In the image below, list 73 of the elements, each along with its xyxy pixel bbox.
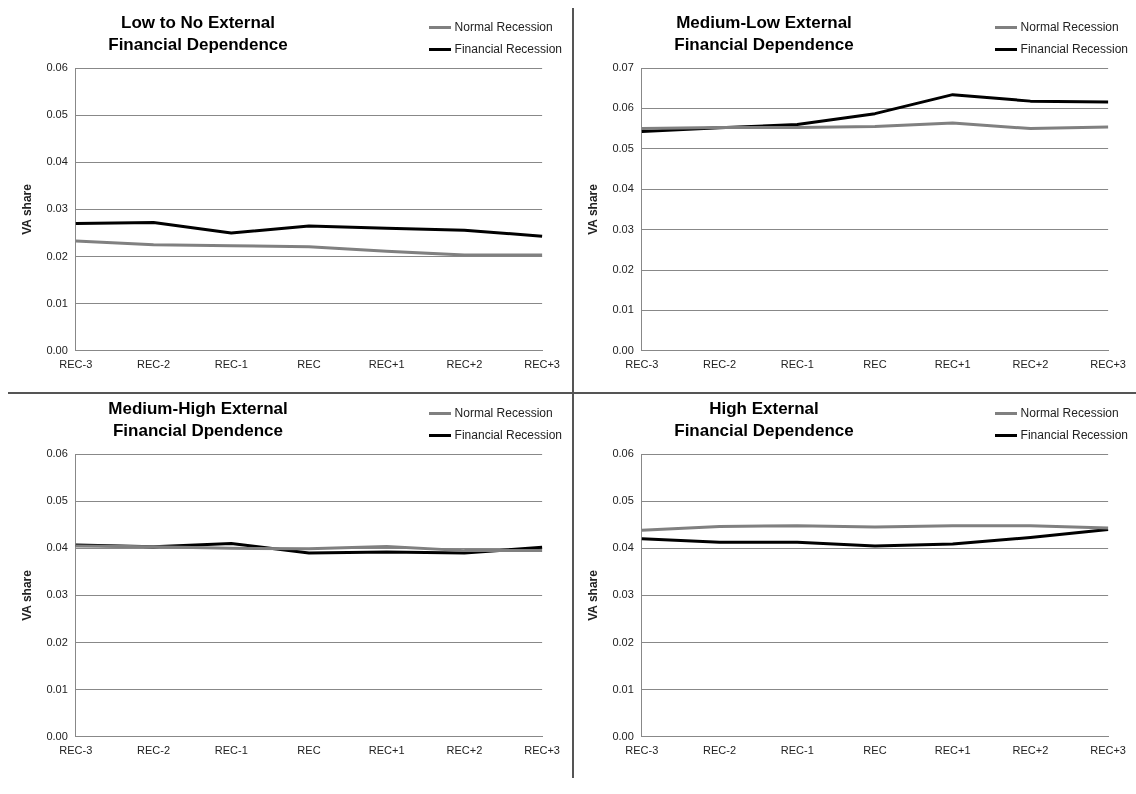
x-tick-label: REC+1 [368, 744, 405, 757]
legend-label: Normal Recession [454, 406, 553, 420]
x-tick-label: REC-2 [703, 744, 737, 757]
legend-label: Financial Recession [454, 42, 562, 56]
legend-label: Financial Recession [1020, 42, 1128, 56]
y-tick-label: 0.02 [46, 249, 68, 262]
y-tick-label: 0.05 [612, 494, 634, 507]
y-tick-label: 0.06 [46, 61, 68, 74]
y-tick-label: 0.05 [46, 108, 68, 121]
x-tick-label: REC+2 [1012, 358, 1049, 371]
y-tick-label: 0.06 [612, 101, 634, 114]
legend-label: Normal Recession [1020, 20, 1119, 34]
x-tick-label: REC [297, 744, 321, 757]
y-tick-label: 0.04 [46, 541, 68, 554]
x-tick-label: REC+3 [1090, 358, 1127, 371]
chart-title: High External Financial Dependence [673, 398, 855, 442]
y-tick-label: 0.00 [612, 729, 634, 742]
x-tick-label: REC-1 [780, 358, 814, 371]
chart-title: Medium-Low External Financial Dependence [673, 12, 855, 56]
x-tick-label: REC [297, 358, 321, 371]
y-tick-label: 0.02 [46, 635, 68, 648]
y-tick-label: 0.03 [46, 202, 68, 215]
x-tick-label: REC [863, 744, 887, 757]
y-tick-label: 0.06 [612, 447, 634, 460]
y-tick-label: 0.01 [612, 682, 634, 695]
x-tick-label: REC-1 [780, 744, 814, 757]
legend-label: Normal Recession [454, 20, 553, 34]
x-tick-label: REC+2 [1012, 744, 1049, 757]
y-tick-label: 0.05 [46, 494, 68, 507]
x-tick-label: REC-1 [214, 744, 248, 757]
chart-title: Medium-High External Financial Dpendence [107, 398, 289, 442]
legend-label: Normal Recession [1020, 406, 1119, 420]
x-tick-label: REC-3 [625, 358, 659, 371]
x-tick-label: REC+2 [446, 358, 483, 371]
x-tick-label: REC-3 [59, 744, 93, 757]
y-tick-label: 0.00 [612, 343, 634, 356]
y-tick-label: 0.07 [612, 61, 634, 74]
y-tick-label: 0.00 [46, 343, 68, 356]
x-tick-label: REC+1 [368, 358, 405, 371]
x-tick-label: REC+1 [934, 744, 971, 757]
x-tick-label: REC+3 [524, 744, 561, 757]
legend-label: Financial Recession [454, 428, 562, 442]
x-tick-label: REC [863, 358, 887, 371]
x-tick-label: REC+3 [524, 358, 561, 371]
y-tick-label: 0.02 [612, 635, 634, 648]
chart-title: Low to No External Financial Dependence [107, 12, 289, 56]
x-tick-label: REC-2 [137, 744, 171, 757]
y-tick-label: 0.02 [612, 263, 634, 276]
y-axis-title: VA share [19, 569, 34, 621]
x-tick-label: REC-1 [214, 358, 248, 371]
x-tick-label: REC-3 [625, 744, 659, 757]
y-axis-title: VA share [585, 183, 600, 235]
y-tick-label: 0.05 [612, 141, 634, 154]
y-axis-title: VA share [19, 183, 34, 235]
y-tick-label: 0.01 [46, 296, 68, 309]
y-tick-label: 0.03 [612, 222, 634, 235]
y-tick-label: 0.03 [46, 588, 68, 601]
y-tick-label: 0.04 [612, 541, 634, 554]
x-tick-label: REC+3 [1090, 744, 1127, 757]
y-tick-label: 0.03 [612, 588, 634, 601]
y-tick-label: 0.01 [46, 682, 68, 695]
y-axis-title: VA share [585, 569, 600, 621]
y-tick-label: 0.04 [612, 182, 634, 195]
y-tick-label: 0.04 [46, 155, 68, 168]
y-tick-label: 0.00 [46, 729, 68, 742]
x-tick-label: REC-3 [59, 358, 93, 371]
y-tick-label: 0.01 [612, 303, 634, 316]
x-tick-label: REC-2 [137, 358, 171, 371]
x-tick-label: REC+2 [446, 744, 483, 757]
legend-label: Financial Recession [1020, 428, 1128, 442]
x-tick-label: REC+1 [934, 358, 971, 371]
y-tick-label: 0.06 [46, 447, 68, 460]
x-tick-label: REC-2 [703, 358, 737, 371]
